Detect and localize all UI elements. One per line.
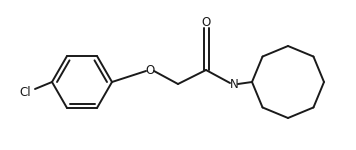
Text: N: N: [230, 78, 239, 90]
Text: O: O: [145, 63, 155, 76]
Text: O: O: [201, 15, 211, 28]
Text: Cl: Cl: [19, 85, 31, 99]
